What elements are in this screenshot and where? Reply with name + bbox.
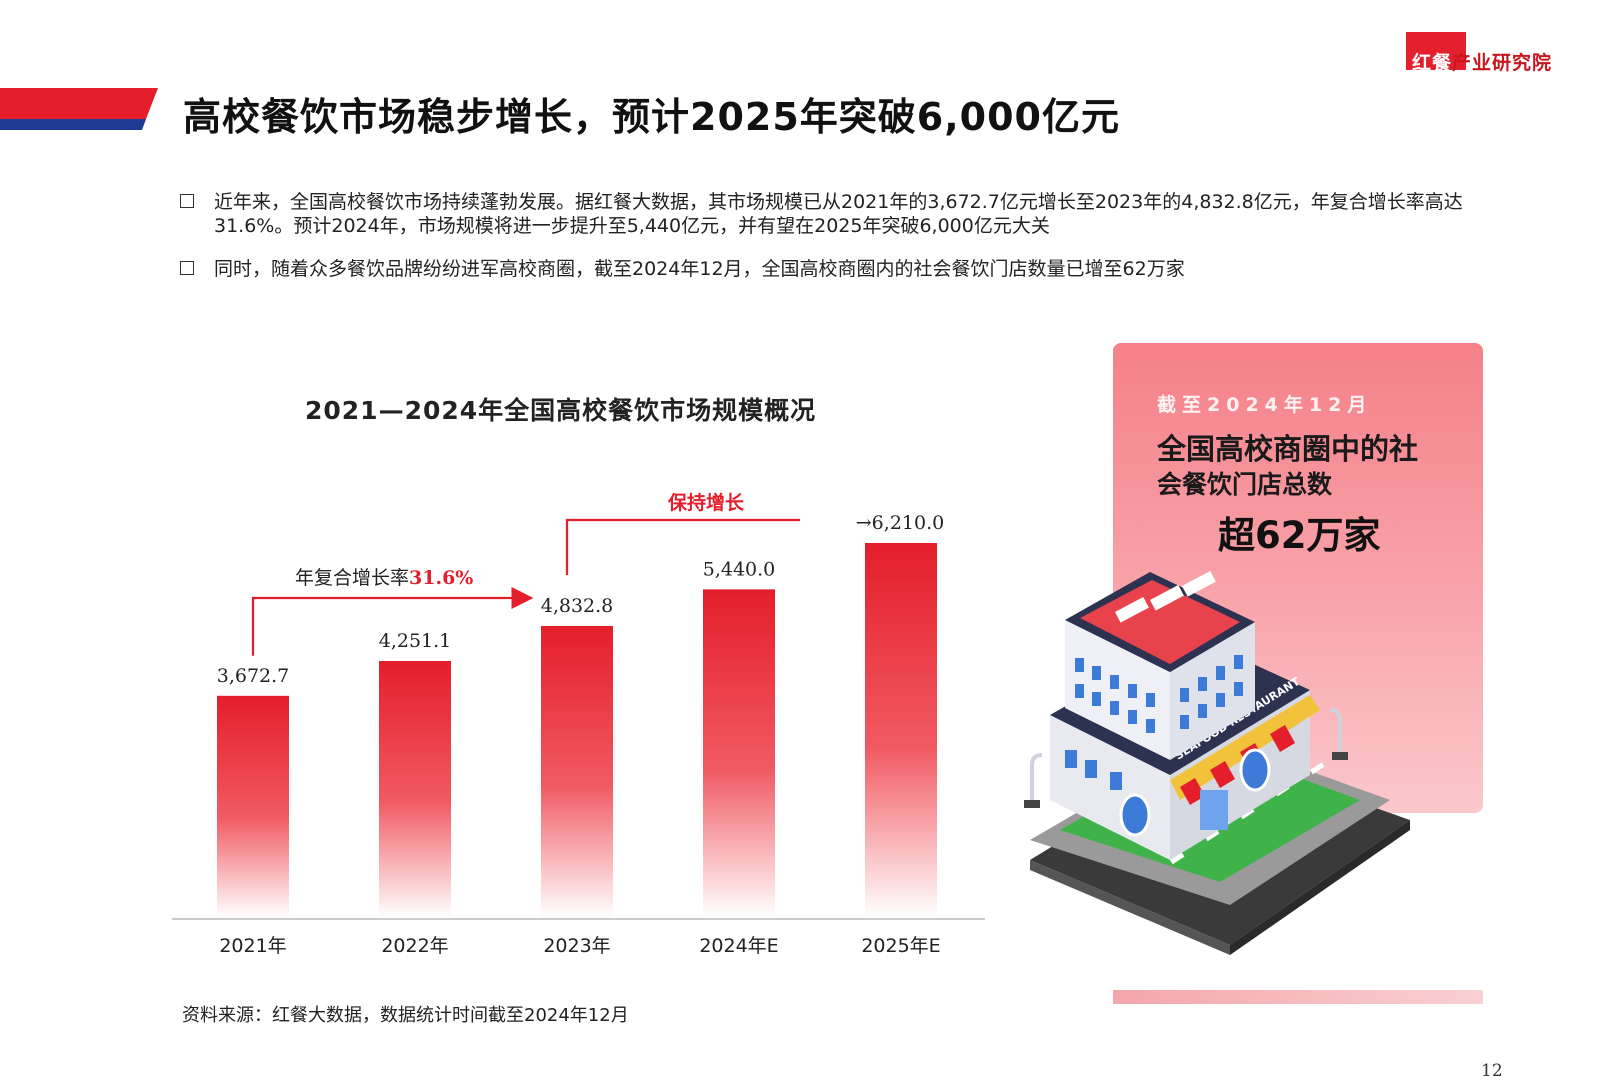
growth-label: 保持增长 <box>667 491 745 514</box>
cagr-arrow <box>251 587 534 656</box>
growth-bracket <box>565 518 800 575</box>
x-tick-label: 2025年E <box>861 935 940 957</box>
x-tick-label: 2021年 <box>219 935 286 957</box>
bar-5 <box>865 543 937 917</box>
bar-value-label: →6,210.0 <box>856 512 944 534</box>
bullet-item: 同时，随着众多餐饮品牌纷纷进军高校商圈，截至2024年12月，全国高校商圈内的社… <box>180 257 1470 281</box>
card-highlight-number: 超62万家 <box>1218 514 1381 557</box>
source-note: 资料来源：红餐大数据，数据统计时间截至2024年12月 <box>182 1005 629 1026</box>
brand-logo-block <box>1406 32 1466 70</box>
x-tick-label: 2023年 <box>543 935 610 957</box>
card-date: 截至2024年12月 <box>1157 394 1373 416</box>
bullet-item: 近年来，全国高校餐饮市场持续蓬勃发展。据红餐大数据，其市场规模已从2021年的3… <box>180 190 1470 238</box>
bar-2 <box>379 660 451 917</box>
brand-name-part1: 红餐 <box>1412 52 1453 74</box>
chart-title: 2021—2024年全国高校餐饮市场规模概况 <box>305 396 817 425</box>
page-title: 高校餐饮市场稳步增长，预计2025年突破6,000亿元 <box>183 95 1120 139</box>
bar-value-label: 4,832.8 <box>541 595 614 617</box>
bullet-text: 同时，随着众多餐饮品牌纷纷进军高校商圈，截至2024年12月，全国高校商圈内的社… <box>214 258 1185 280</box>
x-tick-label: 2024年E <box>699 935 778 957</box>
bullet-box-icon <box>180 261 194 275</box>
bar-4 <box>703 589 775 917</box>
card-headline-line2: 会餐饮门店总数 <box>1157 470 1333 499</box>
bar-1 <box>217 695 289 917</box>
bar-value-label: 3,672.7 <box>217 665 290 687</box>
restaurant-building-illustration: SEAFOOD RESTAURANT <box>1024 570 1410 955</box>
card-headline-line1: 全国高校商圈中的社 <box>1157 432 1419 466</box>
page-number: 12 <box>1481 1061 1503 1081</box>
bullet-box-icon <box>180 194 194 208</box>
brand-logo: 红餐产业研究院 <box>1406 30 1566 76</box>
x-tick-label: 2022年 <box>381 935 448 957</box>
brand-name-part2: 产业研究院 <box>1452 52 1553 74</box>
bar-value-label: 5,440.0 <box>703 558 776 580</box>
header-band <box>0 88 158 130</box>
bar-value-label: 4,251.1 <box>379 630 452 652</box>
bullet-text: 近年来，全国高校餐饮市场持续蓬勃发展。据红餐大数据，其市场规模已从2021年的3… <box>214 191 1463 237</box>
bar-3 <box>541 625 613 917</box>
card-footer-strip <box>1113 990 1483 1004</box>
cagr-label: 年复合增长率31.6% <box>295 567 473 589</box>
